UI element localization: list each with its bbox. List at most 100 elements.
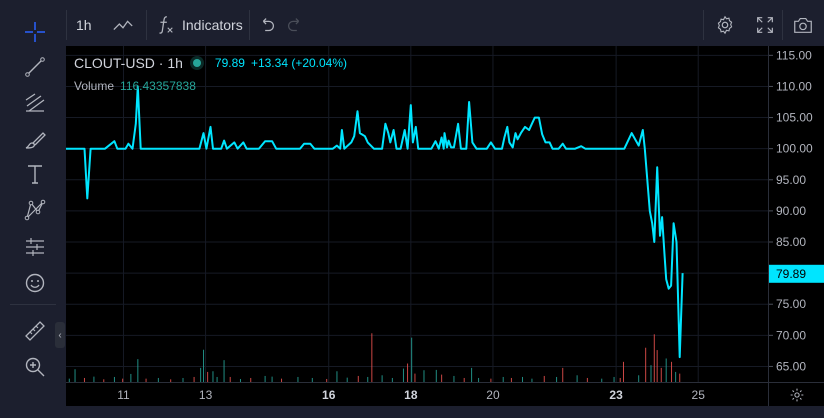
chart-legend: CLOUT-USD · 1h 79.89 +13.34 (+20.04%) Vo…	[74, 54, 347, 95]
volume-bar	[586, 377, 588, 382]
price-tick-label: 70.00	[776, 328, 806, 342]
volume-bar	[170, 379, 172, 382]
toolbar-divider	[703, 10, 704, 40]
redo-button[interactable]	[284, 10, 306, 40]
time-tick-label: 13	[199, 388, 213, 402]
volume-bar	[622, 361, 624, 382]
time-tick-label: 11	[117, 388, 130, 402]
volume-bar	[93, 376, 95, 382]
top-toolbar: 1h Indicators	[66, 0, 824, 50]
zoom-in-icon	[25, 357, 45, 377]
price-tick-label: 90.00	[776, 204, 806, 218]
volume-bar	[391, 377, 393, 382]
left-drawing-toolbar: ‹	[0, 0, 66, 418]
toolbar-divider	[66, 10, 67, 40]
volume-bar	[435, 369, 437, 382]
camera-icon	[794, 17, 812, 33]
volume-bar	[207, 371, 209, 382]
price-tick-label: 95.00	[776, 173, 806, 187]
volume-bar	[83, 377, 85, 382]
indicators-button[interactable]: Indicators	[154, 10, 243, 40]
grid-lines	[66, 46, 768, 382]
interval-label: 1h	[76, 17, 92, 33]
undo-button[interactable]	[256, 10, 278, 40]
volume-label[interactable]: Volume	[74, 79, 115, 93]
price-tick-label: 105.00	[776, 111, 813, 125]
brush-tool[interactable]	[18, 124, 52, 154]
axis-settings-button[interactable]	[768, 382, 824, 406]
price-tick-label: 115.00	[776, 48, 812, 62]
volume-bar	[271, 376, 273, 382]
zoom-in-tool[interactable]	[18, 352, 52, 382]
prediction-tool[interactable]	[18, 232, 52, 262]
volume-bar	[478, 377, 480, 382]
volume-bar	[665, 358, 667, 382]
volume-bar	[223, 360, 225, 382]
volume-bar	[613, 376, 615, 382]
volume-bar	[182, 377, 184, 382]
crosshair-icon	[25, 22, 45, 42]
volume-bar	[650, 365, 652, 382]
volume-bar	[411, 337, 413, 382]
volume-bar	[502, 376, 504, 382]
volume-bar	[216, 376, 218, 382]
crosshair-tool[interactable]	[18, 17, 52, 47]
chart-type-button[interactable]	[112, 10, 134, 40]
price-axis[interactable]: 115.00110.00105.00100.0095.0090.0085.008…	[768, 46, 824, 382]
volume-bar	[402, 368, 404, 382]
snapshot-button[interactable]	[792, 10, 814, 40]
price-line	[66, 85, 684, 359]
pattern-tool[interactable]	[18, 195, 52, 225]
volume-bar	[423, 370, 425, 382]
volume-bar	[122, 378, 124, 382]
text-icon	[28, 165, 42, 184]
volume-bar	[229, 376, 231, 382]
text-tool[interactable]	[18, 159, 52, 189]
symbol-title[interactable]: CLOUT-USD · 1h	[74, 55, 183, 71]
volume-bar	[157, 377, 159, 382]
ruler-icon	[25, 321, 45, 341]
volume-bar	[601, 378, 603, 382]
trend-line-tool[interactable]	[18, 52, 52, 82]
legend-price-change: +13.34 (+20.04%)	[250, 56, 348, 70]
time-tick-label: 16	[322, 388, 336, 402]
volume-bar	[311, 377, 313, 382]
brush-icon	[25, 132, 46, 149]
time-tick-label: 23	[609, 388, 623, 402]
last-price-badge-label: 79.89	[776, 267, 806, 281]
volume-bar	[357, 375, 359, 382]
ruler-tool[interactable]	[18, 316, 52, 346]
volume-bar	[619, 377, 621, 382]
volume-bar	[675, 371, 677, 382]
price-line-layer	[66, 85, 684, 359]
gear-icon	[790, 388, 803, 401]
volume-bar	[74, 369, 76, 382]
emoji-tool[interactable]	[18, 268, 52, 298]
fib-retracement-tool[interactable]	[18, 87, 52, 117]
volume-bar	[203, 349, 205, 382]
trend-line-icon	[25, 57, 45, 77]
collapse-toolbar-button[interactable]: ‹	[55, 322, 65, 348]
volume-bar	[471, 367, 473, 382]
interval-button[interactable]: 1h	[76, 10, 92, 40]
volume-bar	[130, 373, 132, 382]
volume-bar	[656, 350, 658, 382]
volume-bar	[281, 378, 283, 382]
volume-bar	[463, 377, 465, 382]
volume-bar	[441, 374, 443, 382]
volume-bar	[367, 376, 369, 382]
toolbar-divider	[146, 10, 147, 40]
volume-bar	[103, 379, 105, 382]
fullscreen-button[interactable]	[754, 10, 776, 40]
price-tick-label: 65.00	[776, 359, 806, 373]
volume-bar	[137, 359, 139, 382]
fib-retracement-icon	[25, 93, 45, 112]
line-chart-type-icon	[113, 20, 133, 31]
price-tick-label: 75.00	[776, 297, 806, 311]
toolbar-divider	[782, 10, 783, 40]
time-axis[interactable]: 11 13 16 18 20 23 25	[66, 382, 768, 406]
volume-bar	[660, 367, 662, 382]
chart-settings-button[interactable]	[714, 10, 736, 40]
volume-bar	[510, 377, 512, 382]
chart-pane[interactable]	[66, 46, 768, 382]
